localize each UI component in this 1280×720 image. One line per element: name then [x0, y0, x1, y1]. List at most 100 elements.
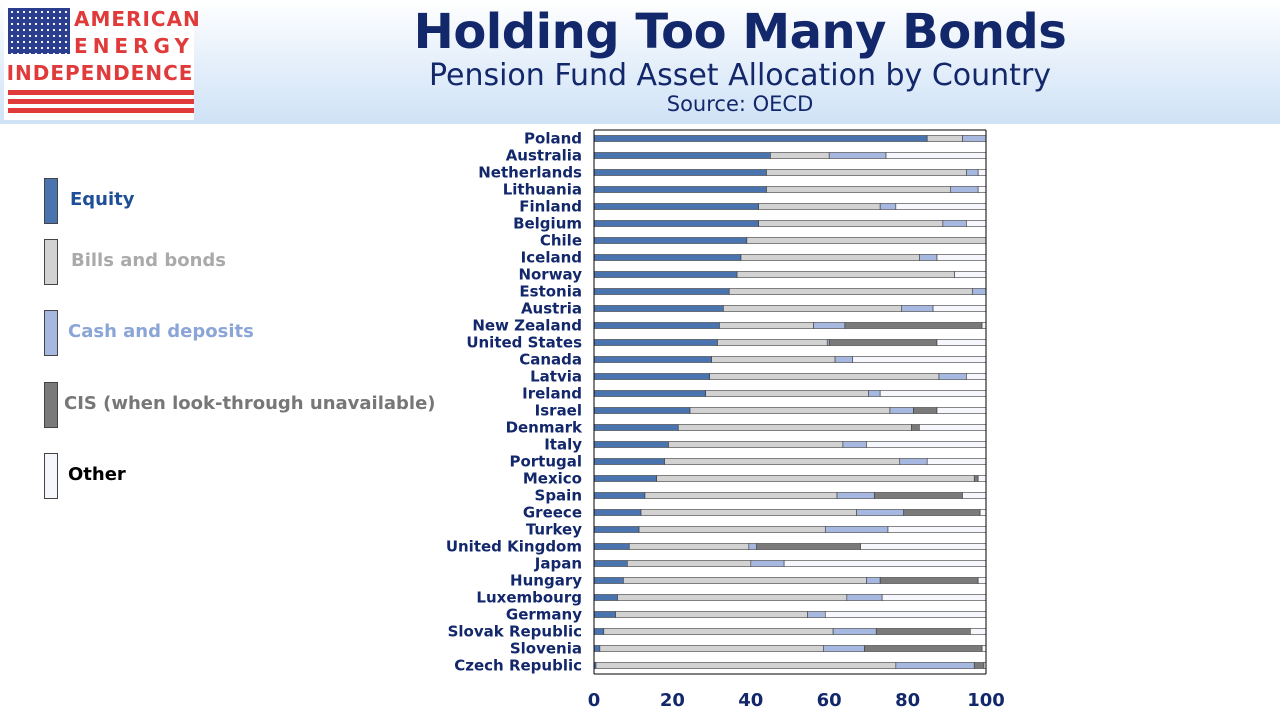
bar-segment — [668, 441, 844, 448]
y-tick-label: Latvia — [530, 368, 582, 386]
bar-segment — [879, 390, 987, 397]
bar-segment — [593, 441, 669, 448]
bar-segment — [919, 254, 938, 261]
bar-segment — [740, 254, 920, 261]
bar-segment — [758, 203, 881, 210]
y-tick-label: New Zealand — [472, 317, 582, 335]
bar-segment — [766, 186, 952, 193]
bar-segment — [901, 305, 934, 312]
bar-segment — [593, 271, 738, 278]
y-tick-label: Israel — [535, 402, 582, 420]
bar-segment — [593, 509, 642, 516]
bar-segment — [966, 169, 979, 176]
x-tick-label: 100 — [967, 690, 1005, 711]
flag-stripes — [8, 90, 194, 116]
bar-segment — [885, 152, 987, 159]
bar-segment — [593, 237, 748, 244]
bar-segment — [911, 424, 920, 431]
y-tick-label: Germany — [506, 606, 582, 624]
bar-segment — [889, 407, 914, 414]
bar-segment — [783, 560, 987, 567]
bar-segment — [950, 186, 979, 193]
bar-segment — [981, 645, 987, 652]
bar-segment — [756, 543, 861, 550]
y-tick-label: United States — [466, 334, 582, 352]
legend-label: CIS (when look-through unavailable) — [64, 393, 436, 414]
flag-canton — [8, 8, 70, 54]
bar-segment — [875, 628, 971, 635]
logo-line-1: AMERICAN — [74, 7, 201, 31]
bar-segment — [842, 441, 867, 448]
y-tick-label: Finland — [519, 198, 582, 216]
bar-segment — [981, 322, 987, 329]
bar-segment — [593, 203, 759, 210]
bar-segment — [593, 475, 658, 482]
bar-segment — [962, 135, 987, 142]
bar-segment — [866, 577, 881, 584]
bar-segment — [864, 645, 983, 652]
bar-segment — [677, 424, 912, 431]
y-tick-label: Mexico — [523, 470, 582, 488]
bar-segment — [595, 662, 897, 669]
bar-segment — [593, 220, 759, 227]
bar-segment — [593, 560, 628, 567]
bar-segment — [689, 407, 891, 414]
bar-segment — [977, 186, 987, 193]
page-title: Holding Too Many Bonds — [413, 4, 1067, 60]
bar-segment — [813, 322, 846, 329]
bar-segment — [868, 390, 881, 397]
x-tick-label: 60 — [817, 690, 842, 711]
y-tick-label: Belgium — [513, 215, 582, 233]
bar-segment — [593, 186, 767, 193]
bar-segment — [836, 492, 875, 499]
bar-segment — [750, 560, 785, 567]
bar-segment — [593, 322, 720, 329]
bar-segment — [664, 458, 901, 465]
bar-segment — [979, 509, 987, 516]
bar-segment — [766, 169, 967, 176]
bar-segment — [856, 509, 904, 516]
bar-segment — [852, 356, 987, 363]
bar-segment — [593, 628, 605, 635]
bar-segment — [936, 407, 987, 414]
bar-segment — [593, 288, 730, 295]
y-tick-label: Czech Republic — [454, 657, 582, 675]
bar-segment — [736, 271, 955, 278]
bar-segment — [895, 203, 987, 210]
legend-label: Other — [68, 464, 126, 485]
y-tick-label: Ireland — [522, 385, 582, 403]
bar-segment — [711, 356, 836, 363]
bar-segment — [717, 339, 828, 346]
bar-segment — [966, 373, 987, 380]
bar-segment — [593, 152, 771, 159]
x-tick-label: 40 — [738, 690, 763, 711]
source-note: Source: OECD — [666, 92, 814, 116]
bar-segment — [638, 526, 826, 533]
bar-segment — [593, 458, 665, 465]
bar-segment — [828, 339, 938, 346]
legend-swatch — [44, 310, 58, 356]
legend-label: Bills and bonds — [71, 250, 226, 271]
bar-segment — [593, 254, 742, 261]
bar-segment — [879, 203, 897, 210]
logo: AMERICAN ENERGY INDEPENDENCE — [4, 4, 201, 120]
bar-segment — [593, 390, 707, 397]
bar-segment — [926, 135, 963, 142]
bar-segment — [866, 441, 987, 448]
bar-segment — [844, 322, 983, 329]
bar-segment — [640, 509, 857, 516]
bar-segment — [623, 577, 867, 584]
bar-segment — [656, 475, 975, 482]
bar-segment — [599, 645, 824, 652]
bar-segment — [593, 339, 718, 346]
bar-segment — [593, 356, 712, 363]
bar-segment — [593, 169, 767, 176]
y-tick-label: Portugal — [509, 453, 582, 471]
bar-segment — [807, 611, 826, 618]
y-tick-label: Turkey — [526, 521, 582, 539]
y-tick-label: Italy — [544, 436, 582, 454]
y-tick-label: Netherlands — [478, 164, 582, 182]
bar-segment — [936, 339, 987, 346]
header-banner: AMERICAN ENERGY INDEPENDENCE Holding Too… — [0, 0, 1280, 124]
